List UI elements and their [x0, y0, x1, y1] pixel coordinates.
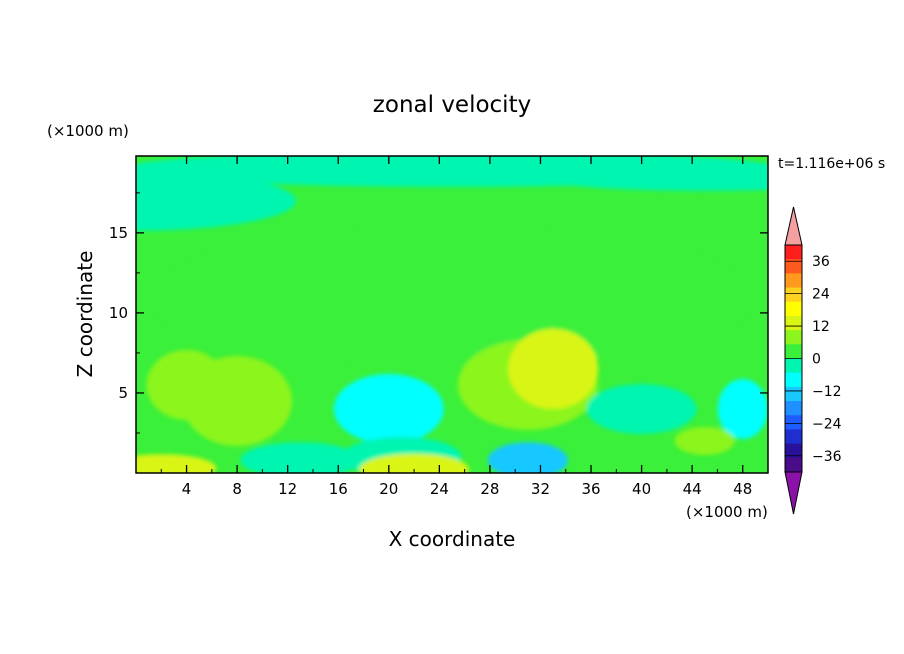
colorbar-segment	[785, 443, 802, 459]
x-tick-label: 4	[182, 480, 192, 498]
x-axis: 4 8 12 16 20 24 28 32 36 40 44 48	[160, 156, 769, 498]
colorbar-segment	[785, 429, 802, 445]
colorbar-under-arrow	[784, 471, 803, 515]
field-contours	[136, 156, 768, 473]
time-label: t=1.116e+06 s	[778, 156, 885, 172]
contour-region	[586, 383, 697, 434]
colorbar-label: 24	[812, 287, 830, 303]
colorbar-over-arrow	[784, 206, 803, 246]
y-axis: 5 10 15	[109, 192, 768, 434]
y-tick-label: 10	[109, 304, 128, 322]
contour-region	[359, 453, 470, 473]
contour-region	[146, 349, 227, 420]
x-tick-label: 32	[531, 480, 550, 498]
colorbar-segment	[785, 301, 802, 317]
contour-region	[487, 442, 568, 473]
colorbar-segment	[785, 457, 802, 473]
colorbar-segment	[785, 386, 802, 402]
x-tick-label: 16	[329, 480, 348, 498]
x-tick-label: 20	[379, 480, 398, 498]
contour-region	[534, 162, 768, 191]
y-tick-label: 15	[109, 224, 128, 242]
colorbar-segment	[785, 273, 802, 289]
contour-region	[152, 226, 752, 367]
contour-region	[674, 426, 735, 455]
x-axis-label: X coordinate	[389, 527, 516, 551]
contour-region	[240, 442, 361, 473]
y-axis-label: Z coordinate	[73, 251, 97, 378]
x-unit-label: (×1000 m)	[686, 503, 768, 521]
contour-region	[717, 378, 768, 439]
colorbar-segment	[785, 415, 802, 430]
colorbar: 36 24 12 0 −12 −24 −36	[784, 206, 842, 515]
contour-region	[508, 328, 599, 409]
contour-region	[136, 454, 217, 473]
colorbar-label: 12	[812, 319, 830, 335]
colorbar-segment	[785, 259, 802, 274]
colorbar-label: −36	[812, 449, 842, 465]
colorbar-segment	[785, 315, 802, 331]
colorbar-label: −12	[812, 384, 842, 400]
x-tick-label: 36	[581, 480, 600, 498]
contour-region	[333, 373, 444, 444]
x-tick-label: 48	[733, 480, 752, 498]
y-unit-label: (×1000 m)	[47, 122, 129, 140]
x-tick-label: 12	[278, 480, 297, 498]
colorbar-segment	[785, 287, 802, 303]
colorbar-segment	[785, 401, 802, 416]
x-tick-label: 8	[232, 480, 242, 498]
plot-frame	[135, 155, 769, 474]
colorbar-label: 36	[812, 254, 830, 270]
colorbar-segment	[785, 344, 802, 359]
x-tick-label: 40	[632, 480, 651, 498]
plot-area	[136, 156, 768, 473]
colorbar-segment	[785, 372, 802, 388]
chart-title: zonal velocity	[373, 92, 531, 118]
colorbar-segment	[785, 358, 802, 374]
x-tick-label: 24	[430, 480, 449, 498]
colorbar-segment	[785, 245, 802, 260]
colorbar-label: −24	[812, 416, 842, 432]
y-tick-label: 5	[118, 384, 128, 402]
colorbar-label: 0	[812, 352, 821, 368]
x-tick-label: 44	[683, 480, 702, 498]
colorbar-segment	[785, 330, 802, 345]
contour-region	[136, 170, 296, 231]
x-tick-label: 28	[480, 480, 499, 498]
